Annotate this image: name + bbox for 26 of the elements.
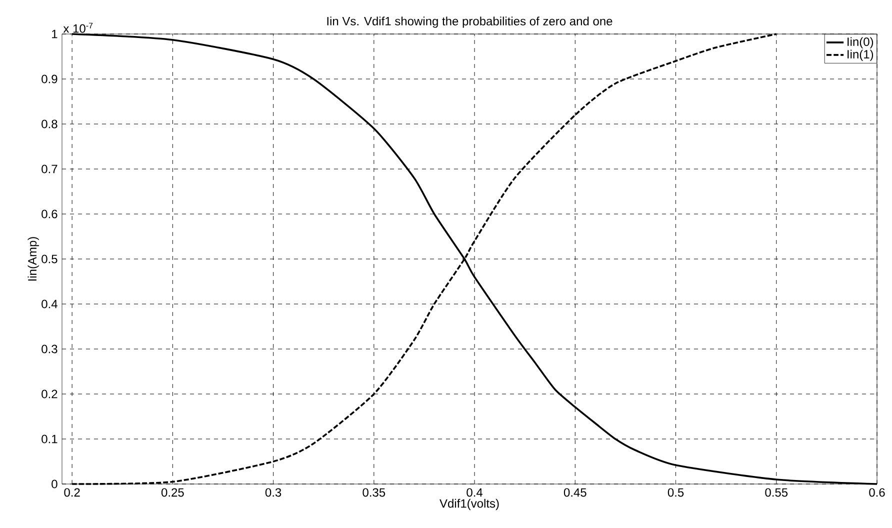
x-axis-title: Vdif1(volts) <box>440 498 499 510</box>
y-tick-label: 0.8 <box>42 120 58 128</box>
x-tick-label: 0.6 <box>869 488 885 497</box>
x-tick-label: 0.4 <box>466 488 483 497</box>
y-axis-title: Iin(Amp) <box>28 237 39 281</box>
y-tick-label: 1 <box>52 30 58 38</box>
legend-label: Iin(1) <box>848 50 874 61</box>
y-tick-label: 0.2 <box>42 390 58 398</box>
y-tick-label: 0 <box>52 480 58 488</box>
y-tick-label: 0.7 <box>42 164 58 174</box>
x-tick-label: 0.2 <box>64 488 80 497</box>
x-tick-label: 0.55 <box>765 488 788 497</box>
legend-label: Iin(0) <box>848 37 874 48</box>
x-tick-label: 0.25 <box>161 488 184 497</box>
x-tick-label: 0.45 <box>564 488 586 497</box>
x-tick-label: 0.35 <box>362 488 386 497</box>
y-tick-label: 0.5 <box>42 254 58 264</box>
text: x 10$^{-7}$ <box>63 22 93 33</box>
y-tick-label: 0.3 <box>42 344 58 354</box>
y-tick-label: 0.1 <box>42 434 58 444</box>
y-tick-label: 0.9 <box>42 74 58 84</box>
y-tick-label: 0.4 <box>42 300 58 308</box>
chart-title: Iin Vs. Vdif1 showing the probabilities of zero and one <box>327 16 612 28</box>
x-tick-label: 0.5 <box>668 488 684 497</box>
x-tick-label: 0.3 <box>265 488 282 497</box>
y-tick-label: 0.6 <box>42 210 58 218</box>
